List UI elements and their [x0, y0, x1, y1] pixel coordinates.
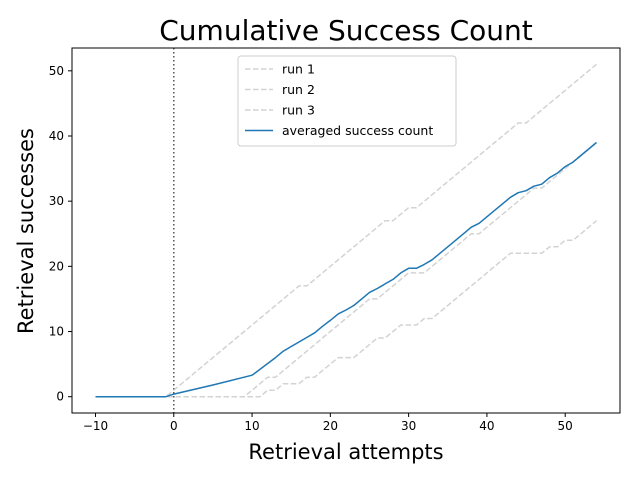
chart-title: Cumulative Success Count [159, 14, 532, 47]
series-line-2 [95, 141, 597, 398]
x-tick-label: 30 [401, 419, 416, 433]
y-axis-label: Retrieval successes [14, 128, 38, 334]
x-tick-label: 0 [170, 419, 178, 433]
legend: run 1 run 2 run 3 averaged success count [237, 55, 457, 147]
y-tick-label: 20 [49, 259, 64, 273]
x-tick-label: −10 [83, 419, 108, 433]
plot-area: −10 0 10 20 30 40 50 0 10 20 30 40 50 run 1 run 2 run 3… [49, 47, 621, 433]
y-tick-label: 10 [49, 325, 64, 339]
x-axis-label: Retrieval attempts [248, 440, 443, 464]
x-tick-label: 10 [244, 419, 259, 433]
legend-label: run 1 [282, 62, 315, 77]
legend-label: run 3 [282, 103, 315, 118]
legend-label: averaged success count [282, 123, 433, 138]
y-tick-label: 40 [49, 129, 64, 143]
series-line-1 [95, 63, 597, 398]
axes-frame [71, 47, 621, 414]
y-tick-label: 0 [56, 390, 64, 404]
x-tick-label: 20 [323, 419, 338, 433]
x-tick-label: 40 [479, 419, 494, 433]
y-tick-label: 30 [49, 194, 64, 208]
series-line-3 [95, 220, 597, 398]
legend-box [237, 55, 457, 147]
series-line-4 [95, 141, 597, 398]
y-tick-label: 50 [49, 64, 64, 78]
x-tick-label: 50 [558, 419, 573, 433]
legend-label: run 2 [282, 82, 315, 97]
